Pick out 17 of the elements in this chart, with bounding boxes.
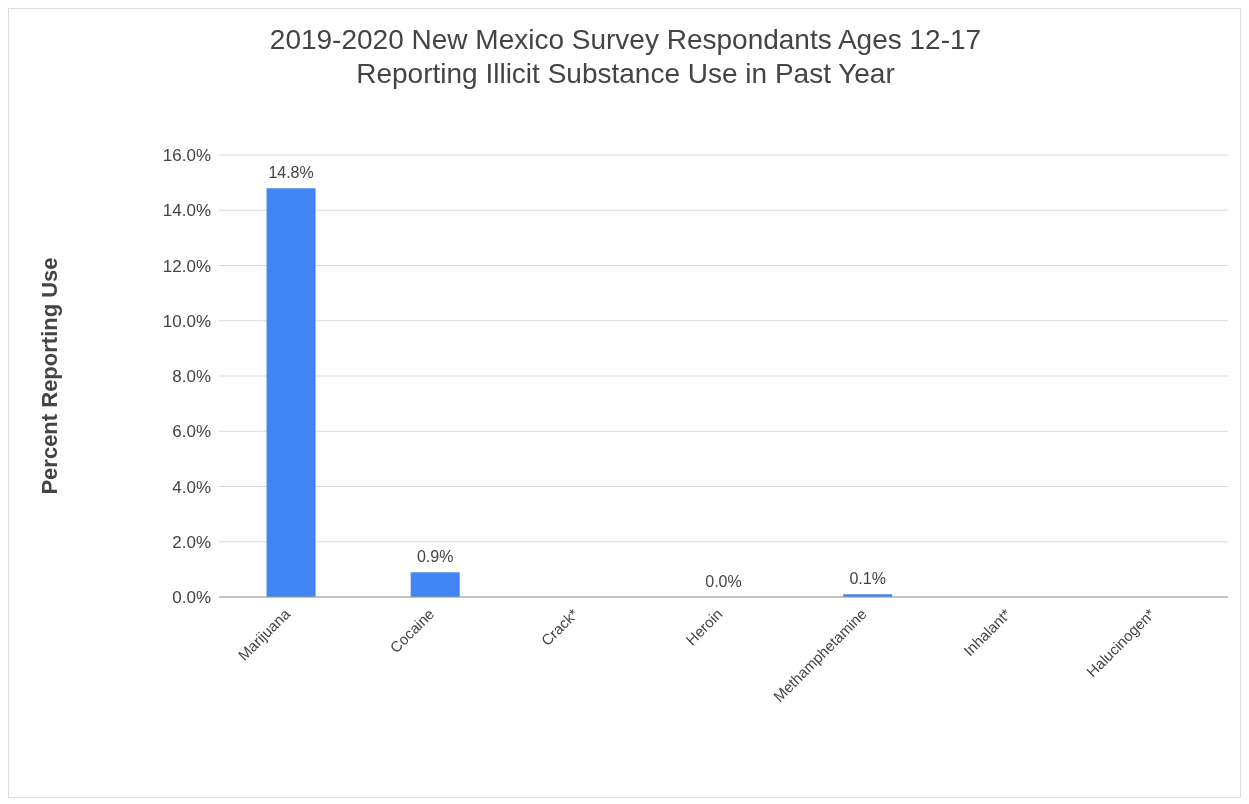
data-label: 0.0% — [705, 573, 742, 590]
y-axis-title: Percent Reporting Use — [36, 257, 62, 495]
data-label: 0.1% — [849, 570, 886, 588]
y-tick-label: 16.0% — [162, 146, 211, 166]
y-tick-label: 2.0% — [172, 532, 211, 552]
y-tick-label: 12.0% — [162, 256, 211, 276]
data-label: 0.9% — [416, 548, 454, 566]
y-tick-label: 6.0% — [172, 422, 211, 442]
bar — [266, 188, 316, 597]
y-tick-label: 10.0% — [162, 311, 211, 331]
bar — [410, 572, 460, 597]
y-tick-label: 0.0% — [172, 588, 211, 608]
chart-title: 2019-2020 New Mexico Survey Respondants Ages 12-17 Reporting Illicit Substance Use in Past Year — [268, 23, 983, 91]
y-tick-label: 14.0% — [162, 201, 211, 221]
data-label: 14.8% — [268, 164, 314, 182]
y-tick-label: 4.0% — [172, 477, 211, 497]
y-tick-label: 8.0% — [172, 367, 211, 387]
